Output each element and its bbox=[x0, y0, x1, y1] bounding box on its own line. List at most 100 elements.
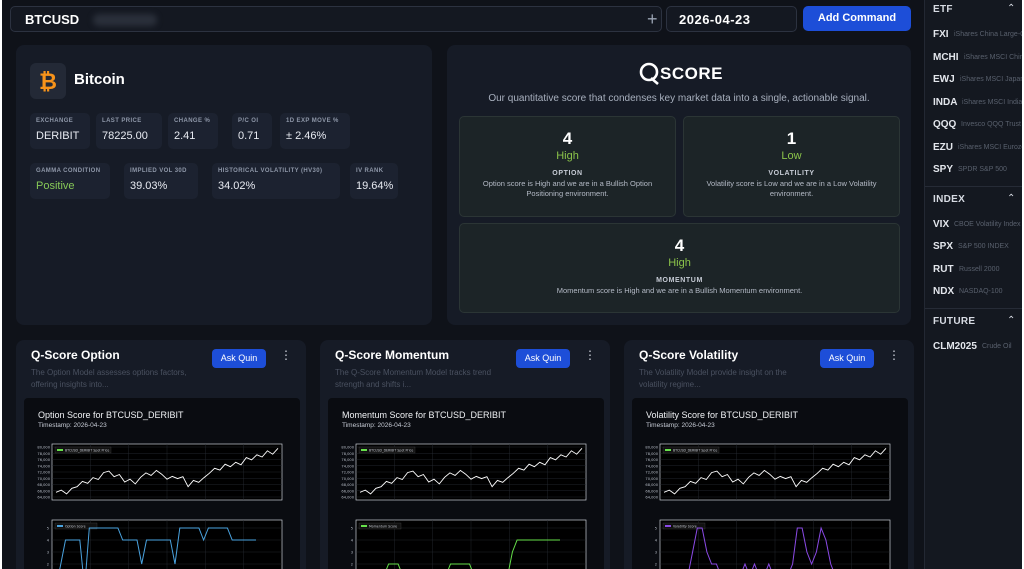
asset-name: Bitcoin bbox=[74, 71, 125, 88]
y-tick-label: 76,000 bbox=[37, 458, 50, 462]
sidebar-item-spx[interactable]: SPX S&P 500 INDEX bbox=[925, 236, 1022, 258]
metric-value: 78225.00 bbox=[102, 130, 148, 142]
sidebar-item-ezu[interactable]: EZU iShares MSCI Eurozone bbox=[925, 137, 1022, 159]
sidebar-item-vix[interactable]: VIX CBOE Volatility Index bbox=[925, 214, 1022, 236]
add-command-button[interactable]: Add Command bbox=[803, 6, 911, 31]
y-tick-label: 70,000 bbox=[341, 477, 354, 481]
momentum-chart: Momentum Score for BTCUSD_DERIBIT Timest… bbox=[328, 398, 604, 569]
price-series-line bbox=[663, 447, 887, 495]
metric-label: IV RANK bbox=[356, 168, 384, 174]
more-options-icon[interactable]: ⋮ bbox=[280, 348, 292, 362]
y-tick-label: 76,000 bbox=[645, 458, 658, 462]
sidebar-item-rut[interactable]: RUT Russell 2000 bbox=[925, 259, 1022, 281]
metric-label: EXCHANGE bbox=[36, 118, 74, 124]
chevron-up-icon[interactable]: ⌃ bbox=[1007, 3, 1016, 14]
panel-title: Q-Score Volatility bbox=[639, 348, 739, 362]
momentum-score-value: 4 bbox=[674, 236, 685, 255]
legend-label: Momentum Score bbox=[369, 524, 397, 528]
symbol-search-input[interactable]: BTCUSD + bbox=[10, 6, 662, 32]
y-tick-label: 2 bbox=[655, 563, 657, 567]
sidebar-divider bbox=[925, 307, 1022, 309]
metric-historical-vol: HISTORICAL VOLATILITY (HV30) 34.02% bbox=[212, 163, 340, 199]
sidebar-section-title: FUTURE bbox=[933, 315, 976, 327]
ask-quin-button[interactable]: Ask Quin bbox=[212, 349, 266, 368]
chart-timestamp: Timestamp: 2026-04-23 bbox=[38, 422, 107, 429]
qscore-momentum-panel: Q-Score Momentum Ask Quin ⋮ The Q-Score … bbox=[320, 340, 610, 569]
option-score-level: High bbox=[556, 150, 579, 162]
date-input[interactable]: 2026-04-23 bbox=[666, 6, 797, 32]
qscore-subtitle: Our quantitative score that condenses ke… bbox=[488, 93, 870, 104]
volatility-score-box: 1 Low VOLATILITY Volatility score is Low… bbox=[683, 116, 900, 217]
metric-value: 19.64% bbox=[356, 180, 394, 192]
more-options-icon[interactable]: ⋮ bbox=[888, 348, 900, 362]
sidebar-item-ndx[interactable]: NDX NASDAQ-100 bbox=[925, 281, 1022, 303]
sidebar-item-fxi[interactable]: FXI iShares China Large-Cap bbox=[925, 24, 1022, 46]
ticker-name: SPDR S&P 500 bbox=[958, 166, 1007, 173]
legend-box bbox=[358, 446, 416, 454]
ask-quin-button[interactable]: Ask Quin bbox=[516, 349, 570, 368]
sidebar-section-future[interactable]: FUTURE ⌃ bbox=[925, 312, 1022, 334]
score-series-line bbox=[59, 527, 256, 569]
sidebar-item-clm2025[interactable]: CLM2025 Crude Oil bbox=[925, 336, 1022, 358]
metric-value: Positive bbox=[36, 180, 75, 192]
legend-box bbox=[662, 446, 720, 454]
ticker-symbol: QQQ bbox=[933, 119, 957, 130]
qscore-logo-text: SCORE bbox=[660, 64, 723, 83]
ticker-name: Crude Oil bbox=[982, 342, 1012, 350]
y-tick-label: 72,000 bbox=[37, 471, 50, 475]
y-tick-label: 70,000 bbox=[645, 477, 658, 481]
y-tick-label: 80,000 bbox=[37, 446, 50, 450]
y-tick-label: 66,000 bbox=[37, 489, 50, 493]
sidebar-item-inda[interactable]: INDA iShares MSCI India bbox=[925, 92, 1022, 114]
chart-timestamp: Timestamp: 2026-04-23 bbox=[342, 422, 411, 429]
watchlist-sidebar: ETF ⌃ FXI iShares China Large-Cap MCHI iShare… bbox=[924, 0, 1022, 569]
y-tick-label: 68,000 bbox=[37, 483, 50, 487]
sidebar-item-ewj[interactable]: EWJ iShares MSCI Japan bbox=[925, 69, 1022, 91]
sidebar-item-mchi[interactable]: MCHI iShares MSCI China bbox=[925, 47, 1022, 69]
ticker-name: iShares MSCI India bbox=[962, 98, 1022, 106]
more-options-icon[interactable]: ⋮ bbox=[584, 348, 596, 362]
sidebar-section-etf[interactable]: ETF ⌃ bbox=[925, 0, 1022, 22]
sidebar-section-title: INDEX bbox=[933, 193, 966, 205]
ticker-symbol: EWJ bbox=[933, 74, 955, 85]
momentum-score-category: MOMENTUM bbox=[656, 277, 703, 284]
metric-label: 1D EXP MOVE % bbox=[286, 118, 339, 124]
metric-label: CHANGE % bbox=[174, 118, 211, 124]
legend-box bbox=[54, 522, 98, 530]
ticker-name: NASDAQ-100 bbox=[959, 288, 1003, 295]
sidebar-section-index[interactable]: INDEX ⌃ bbox=[925, 190, 1022, 212]
y-tick-label: 68,000 bbox=[341, 483, 354, 487]
metric-implied-vol: IMPLIED VOL 30D 39.03% bbox=[124, 163, 198, 199]
sidebar-item-qqq[interactable]: QQQ Invesco QQQ Trust bbox=[925, 114, 1022, 136]
y-tick-label: 5 bbox=[47, 527, 49, 531]
ticker-symbol: NDX bbox=[933, 286, 955, 297]
chevron-up-icon[interactable]: ⌃ bbox=[1007, 314, 1016, 326]
score-series-line bbox=[688, 526, 834, 569]
ticker-name: S&P 500 INDEX bbox=[958, 243, 1009, 250]
qscore-card: SCORE Our quantitative score that conden… bbox=[447, 45, 911, 325]
ask-quin-button[interactable]: Ask Quin bbox=[820, 349, 874, 368]
legend-swatch bbox=[361, 449, 367, 451]
ticker-symbol: EZU bbox=[933, 141, 953, 153]
plus-icon[interactable]: + bbox=[647, 9, 658, 29]
symbol-search-value: BTCUSD bbox=[25, 12, 80, 27]
metric-put-call-oi: P/C OI 0.71 bbox=[232, 113, 272, 149]
legend-label: BTCUSD_DERIBIT Spot Price bbox=[673, 448, 717, 452]
legend-swatch bbox=[57, 525, 63, 527]
svg-text:₿: ₿ bbox=[39, 70, 57, 93]
legend-swatch bbox=[361, 525, 367, 527]
chevron-up-icon[interactable]: ⌃ bbox=[1007, 192, 1016, 204]
momentum-score-level: High bbox=[668, 257, 691, 269]
y-tick-label: 64,000 bbox=[341, 496, 354, 500]
metric-label: IMPLIED VOL 30D bbox=[130, 168, 187, 174]
y-tick-label: 64,000 bbox=[645, 496, 658, 500]
y-tick-label: 78,000 bbox=[37, 452, 50, 456]
y-tick-label: 70,000 bbox=[37, 477, 50, 481]
metric-change: CHANGE % 2.41 bbox=[168, 113, 218, 149]
price-series-line bbox=[55, 447, 279, 495]
sidebar-item-spy[interactable]: SPY SPDR S&P 500 bbox=[925, 159, 1022, 181]
y-tick-label: 72,000 bbox=[341, 471, 354, 475]
y-tick-label: 74,000 bbox=[341, 464, 354, 468]
y-tick-label: 66,000 bbox=[341, 489, 354, 493]
chart-title: Momentum Score for BTCUSD_DERIBIT bbox=[342, 410, 507, 420]
